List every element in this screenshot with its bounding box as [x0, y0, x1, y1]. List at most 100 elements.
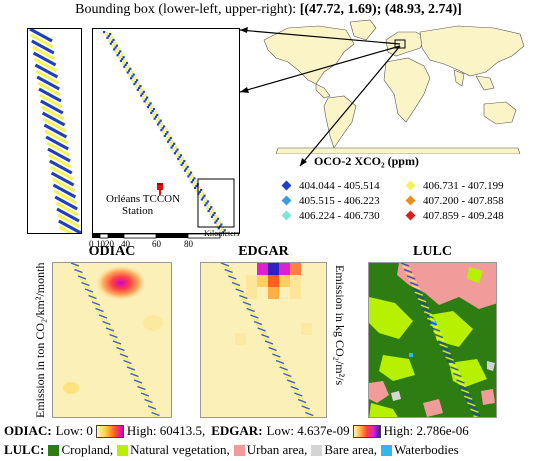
sounding-stripe	[55, 201, 79, 217]
sounding-point	[121, 57, 124, 61]
track-segment	[286, 379, 296, 384]
lulc-legend-label: LULC:	[4, 442, 45, 457]
track-segment	[121, 356, 130, 361]
sounding-point	[152, 108, 156, 111]
track-segment	[224, 268, 233, 274]
sounding-point	[179, 154, 182, 157]
track-segment	[465, 398, 474, 404]
sounding-point	[176, 148, 179, 151]
sounding-point	[158, 126, 161, 129]
track-segment	[112, 340, 122, 345]
sounding-point	[114, 46, 117, 49]
edgar-colorbar-label: EDGAR:	[211, 423, 263, 438]
track-segment	[403, 268, 413, 274]
sounding-point	[217, 227, 220, 230]
sounding-stripe	[57, 213, 81, 229]
sounding-point	[172, 149, 175, 152]
track-segment	[105, 327, 115, 332]
track-segment	[400, 263, 410, 267]
track-segment	[442, 350, 451, 355]
track-segment	[231, 281, 241, 287]
sounding-point	[173, 142, 176, 145]
track-segment	[440, 346, 450, 352]
sounding-point	[186, 170, 190, 173]
sounding-point	[109, 33, 112, 36]
sounding-point	[143, 100, 146, 103]
sounding-point	[178, 151, 181, 154]
track-segment	[292, 389, 301, 394]
track-segment	[144, 398, 153, 404]
sounding-point	[151, 105, 154, 108]
sounding-point	[123, 65, 126, 68]
sounding-stripe	[46, 141, 70, 157]
sounding-point	[118, 56, 121, 60]
track-segment	[255, 324, 265, 329]
track-segment	[128, 369, 137, 374]
sounding-stripe	[34, 63, 59, 79]
sounding-point	[200, 198, 203, 201]
scale-unit: Kilometers	[204, 229, 240, 238]
track-segment	[283, 372, 292, 378]
sounding-point	[132, 73, 135, 76]
track-segment	[98, 314, 108, 319]
sounding-point	[116, 54, 119, 57]
sounding-point	[159, 124, 163, 127]
legend-swatch	[281, 210, 292, 221]
sounding-stripe	[40, 99, 64, 115]
sounding-point	[107, 34, 110, 38]
sounding-point	[135, 85, 138, 89]
track-segment	[229, 278, 239, 283]
track-segment	[140, 392, 150, 397]
track-segment	[235, 288, 244, 293]
track-segment	[467, 402, 476, 407]
edgar-map	[200, 262, 327, 418]
legend-column-left: 404.044 - 405.514 405.515 - 406.223 406.…	[281, 178, 393, 223]
legend-item: 407.200 - 407.858	[405, 193, 532, 208]
track-segment	[284, 376, 294, 381]
sounding-point	[225, 232, 228, 233]
sounding-point	[215, 224, 219, 227]
edgar-map-svg	[220, 263, 314, 417]
track-segment	[222, 265, 232, 270]
sounding-point	[171, 139, 174, 142]
sounding-point	[161, 127, 164, 130]
track-segment	[86, 291, 95, 296]
sounding-point	[178, 160, 182, 164]
sounding-point	[203, 199, 206, 202]
track-segment	[453, 372, 462, 378]
sounding-stripe	[49, 165, 74, 181]
sounding-point	[215, 219, 218, 222]
sounding-point	[216, 217, 220, 220]
track-segment	[411, 285, 421, 290]
track-segment	[93, 304, 102, 309]
track-segment	[470, 408, 479, 413]
edgar-high-label: High: 2.786e-06	[383, 423, 469, 438]
track-segment	[126, 366, 136, 371]
sounding-point	[150, 111, 153, 114]
sounding-point	[205, 207, 209, 210]
sounding-stripe	[52, 183, 77, 199]
track-segment	[457, 382, 467, 387]
sounding-point	[157, 116, 161, 119]
sounding-point	[207, 205, 210, 208]
sounding-point	[185, 167, 188, 170]
sounding-point	[147, 99, 150, 102]
sounding-point	[134, 76, 137, 79]
odiac-low-label: Low: 0	[55, 423, 93, 438]
sounding-point	[215, 214, 218, 217]
legend-range: 407.859 - 409.248	[423, 209, 504, 222]
track-segment	[272, 353, 281, 358]
track-segment	[275, 359, 285, 365]
edgar-unit-label: Emission in kg CO₂/m²/s	[333, 265, 347, 386]
track-segment	[297, 398, 307, 404]
sounding-point	[106, 36, 109, 39]
sounding-point	[185, 172, 188, 175]
sounding-stripe	[48, 153, 72, 169]
track-segment	[102, 320, 111, 326]
track-segment	[277, 363, 287, 368]
track-segment	[405, 272, 414, 277]
sounding-stripe	[54, 195, 78, 211]
track-segment	[433, 330, 442, 335]
track-segment	[445, 356, 454, 361]
track-segment	[242, 301, 252, 306]
